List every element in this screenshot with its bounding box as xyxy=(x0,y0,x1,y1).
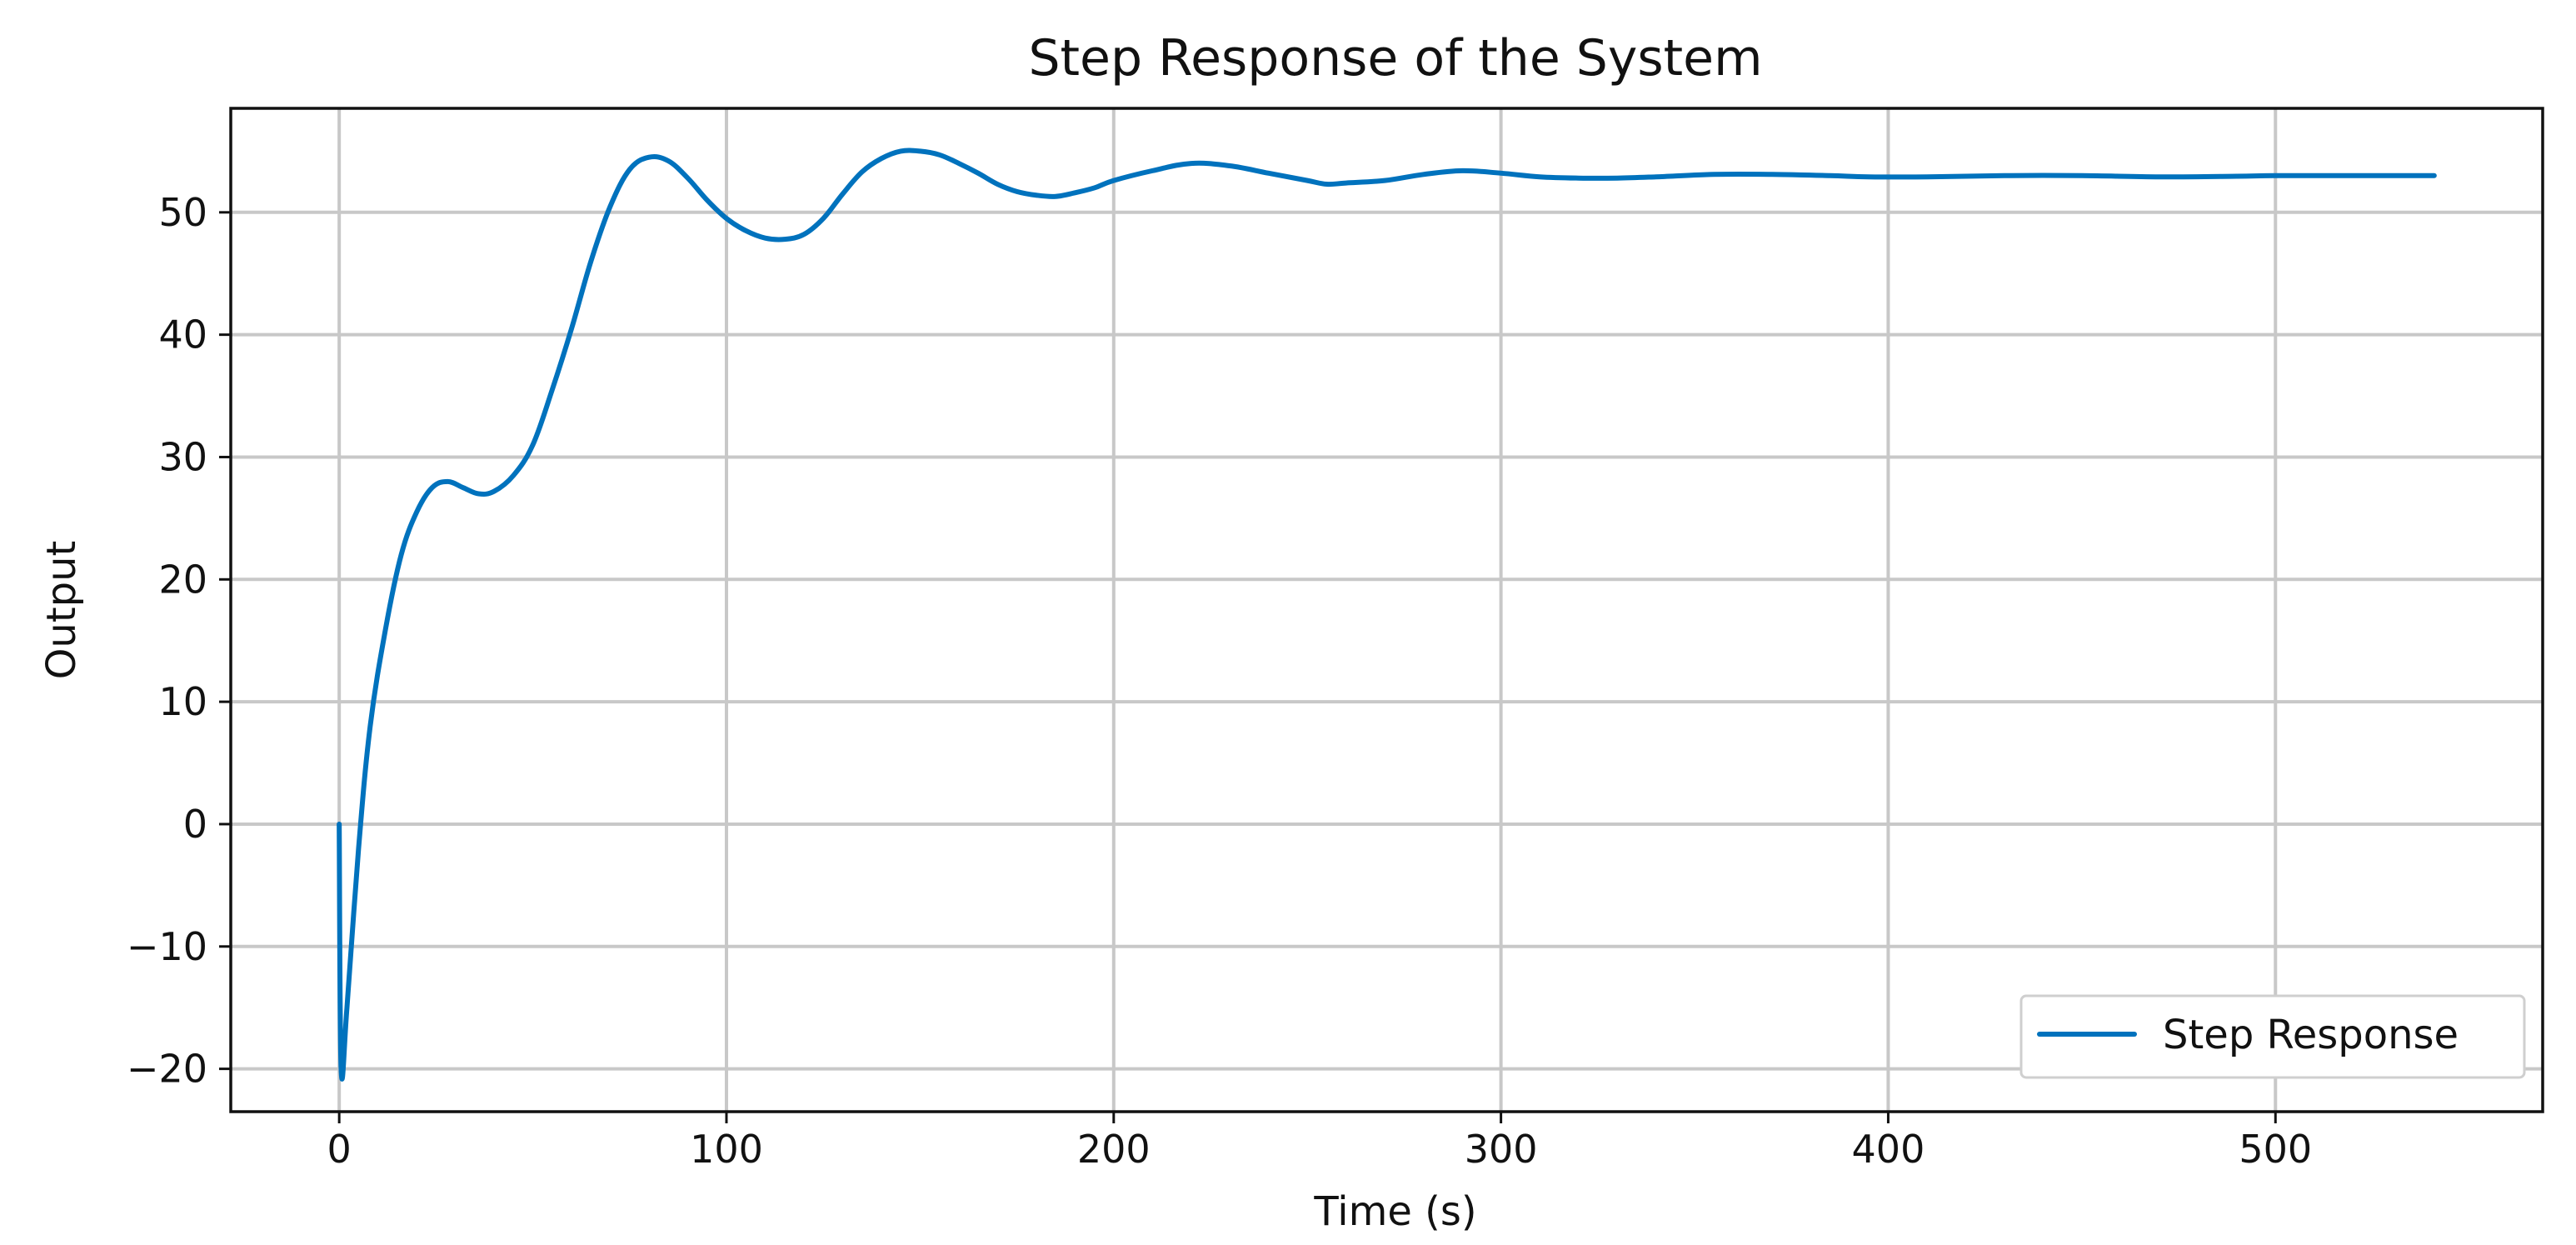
x-tick-label: 500 xyxy=(2239,1127,2312,1172)
y-tick-label: −10 xyxy=(127,924,207,969)
y-tick-label: 10 xyxy=(158,679,207,724)
axis-ticks: 0 100 200 300 400 500 −20 −10 0 10 20 30 40 50 xyxy=(127,190,2312,1172)
chart-title: Step Response of the System xyxy=(1028,29,1762,88)
y-tick-label: 50 xyxy=(158,190,207,235)
legend-label: Step Response xyxy=(2163,1012,2459,1058)
x-tick-label: 300 xyxy=(1465,1127,1538,1172)
x-tick-label: 0 xyxy=(327,1127,352,1172)
y-tick-label: 30 xyxy=(158,434,207,479)
axes-frame xyxy=(229,107,2544,1113)
x-tick-label: 200 xyxy=(1077,1127,1151,1172)
x-axis-label: Time (s) xyxy=(1313,1188,1476,1235)
x-tick-label: 400 xyxy=(1852,1127,1925,1172)
y-tick-label: 20 xyxy=(158,557,207,602)
y-tick-label: −20 xyxy=(127,1047,207,1092)
legend: Step Response xyxy=(2019,994,2526,1079)
series-line-step-response xyxy=(337,148,2437,1082)
x-tick-label: 100 xyxy=(690,1127,763,1172)
plot-area xyxy=(337,148,2437,1082)
y-axis-label: Output xyxy=(38,541,85,680)
y-tick-label: 40 xyxy=(158,312,207,358)
legend-box xyxy=(2019,994,2526,1079)
y-tick-label: 0 xyxy=(183,802,207,847)
